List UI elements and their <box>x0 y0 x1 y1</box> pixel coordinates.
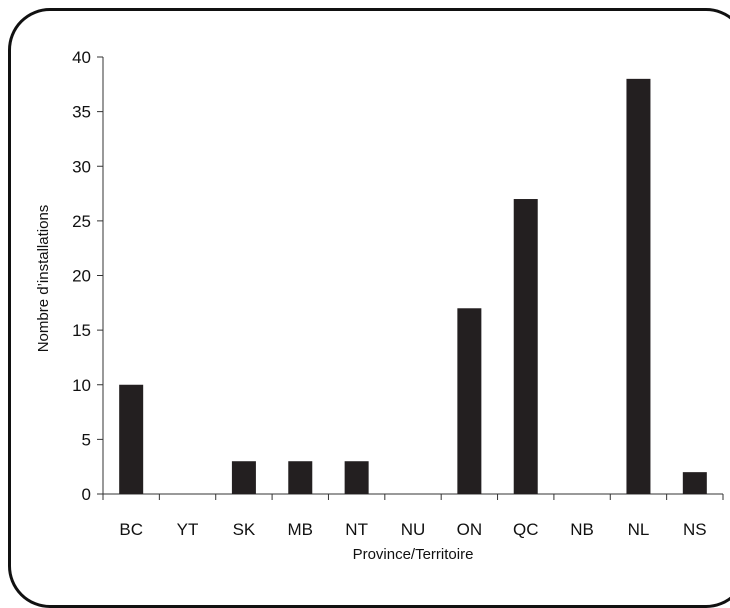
y-tick-label: 5 <box>82 430 91 449</box>
bar-mb <box>288 461 313 494</box>
category-label-bc: BC <box>119 520 143 539</box>
y-tick-label: 20 <box>72 267 91 286</box>
category-label-nb: NB <box>570 520 594 539</box>
x-axis-title: Province/Territoire <box>353 546 474 563</box>
bar-sk <box>231 461 256 494</box>
category-label-qc: QC <box>513 520 539 539</box>
y-tick-label: 30 <box>72 157 91 176</box>
bars <box>119 78 707 494</box>
y-tick-label: 25 <box>72 212 91 231</box>
category-label-on: ON <box>457 520 483 539</box>
bar-bc <box>119 384 144 494</box>
category-label-mb: MB <box>288 520 314 539</box>
y-tick-label: 10 <box>72 376 91 395</box>
category-label-yt: YT <box>177 520 199 539</box>
bar-on <box>457 308 482 494</box>
bar-nt <box>344 461 369 494</box>
category-label-nt: NT <box>345 520 368 539</box>
y-tick-label: 40 <box>72 48 91 67</box>
bar-nl <box>626 78 651 494</box>
category-label-nu: NU <box>401 520 426 539</box>
axes <box>97 56 724 500</box>
category-label-nl: NL <box>628 520 650 539</box>
y-tick-label: 15 <box>72 321 91 340</box>
y-tick-label: 35 <box>72 103 91 122</box>
y-tick-label: 0 <box>82 485 91 504</box>
bar-ns <box>682 472 707 494</box>
x-category-labels: BC YT SK MB NT NU ON QC NB NL NS <box>119 520 706 539</box>
category-label-ns: NS <box>683 520 707 539</box>
y-tick-labels: 0 5 10 15 20 25 30 35 40 <box>72 48 91 504</box>
category-label-sk: SK <box>233 520 256 539</box>
y-axis-title: Nombre d’installations <box>35 205 52 353</box>
bar-qc <box>513 199 538 494</box>
